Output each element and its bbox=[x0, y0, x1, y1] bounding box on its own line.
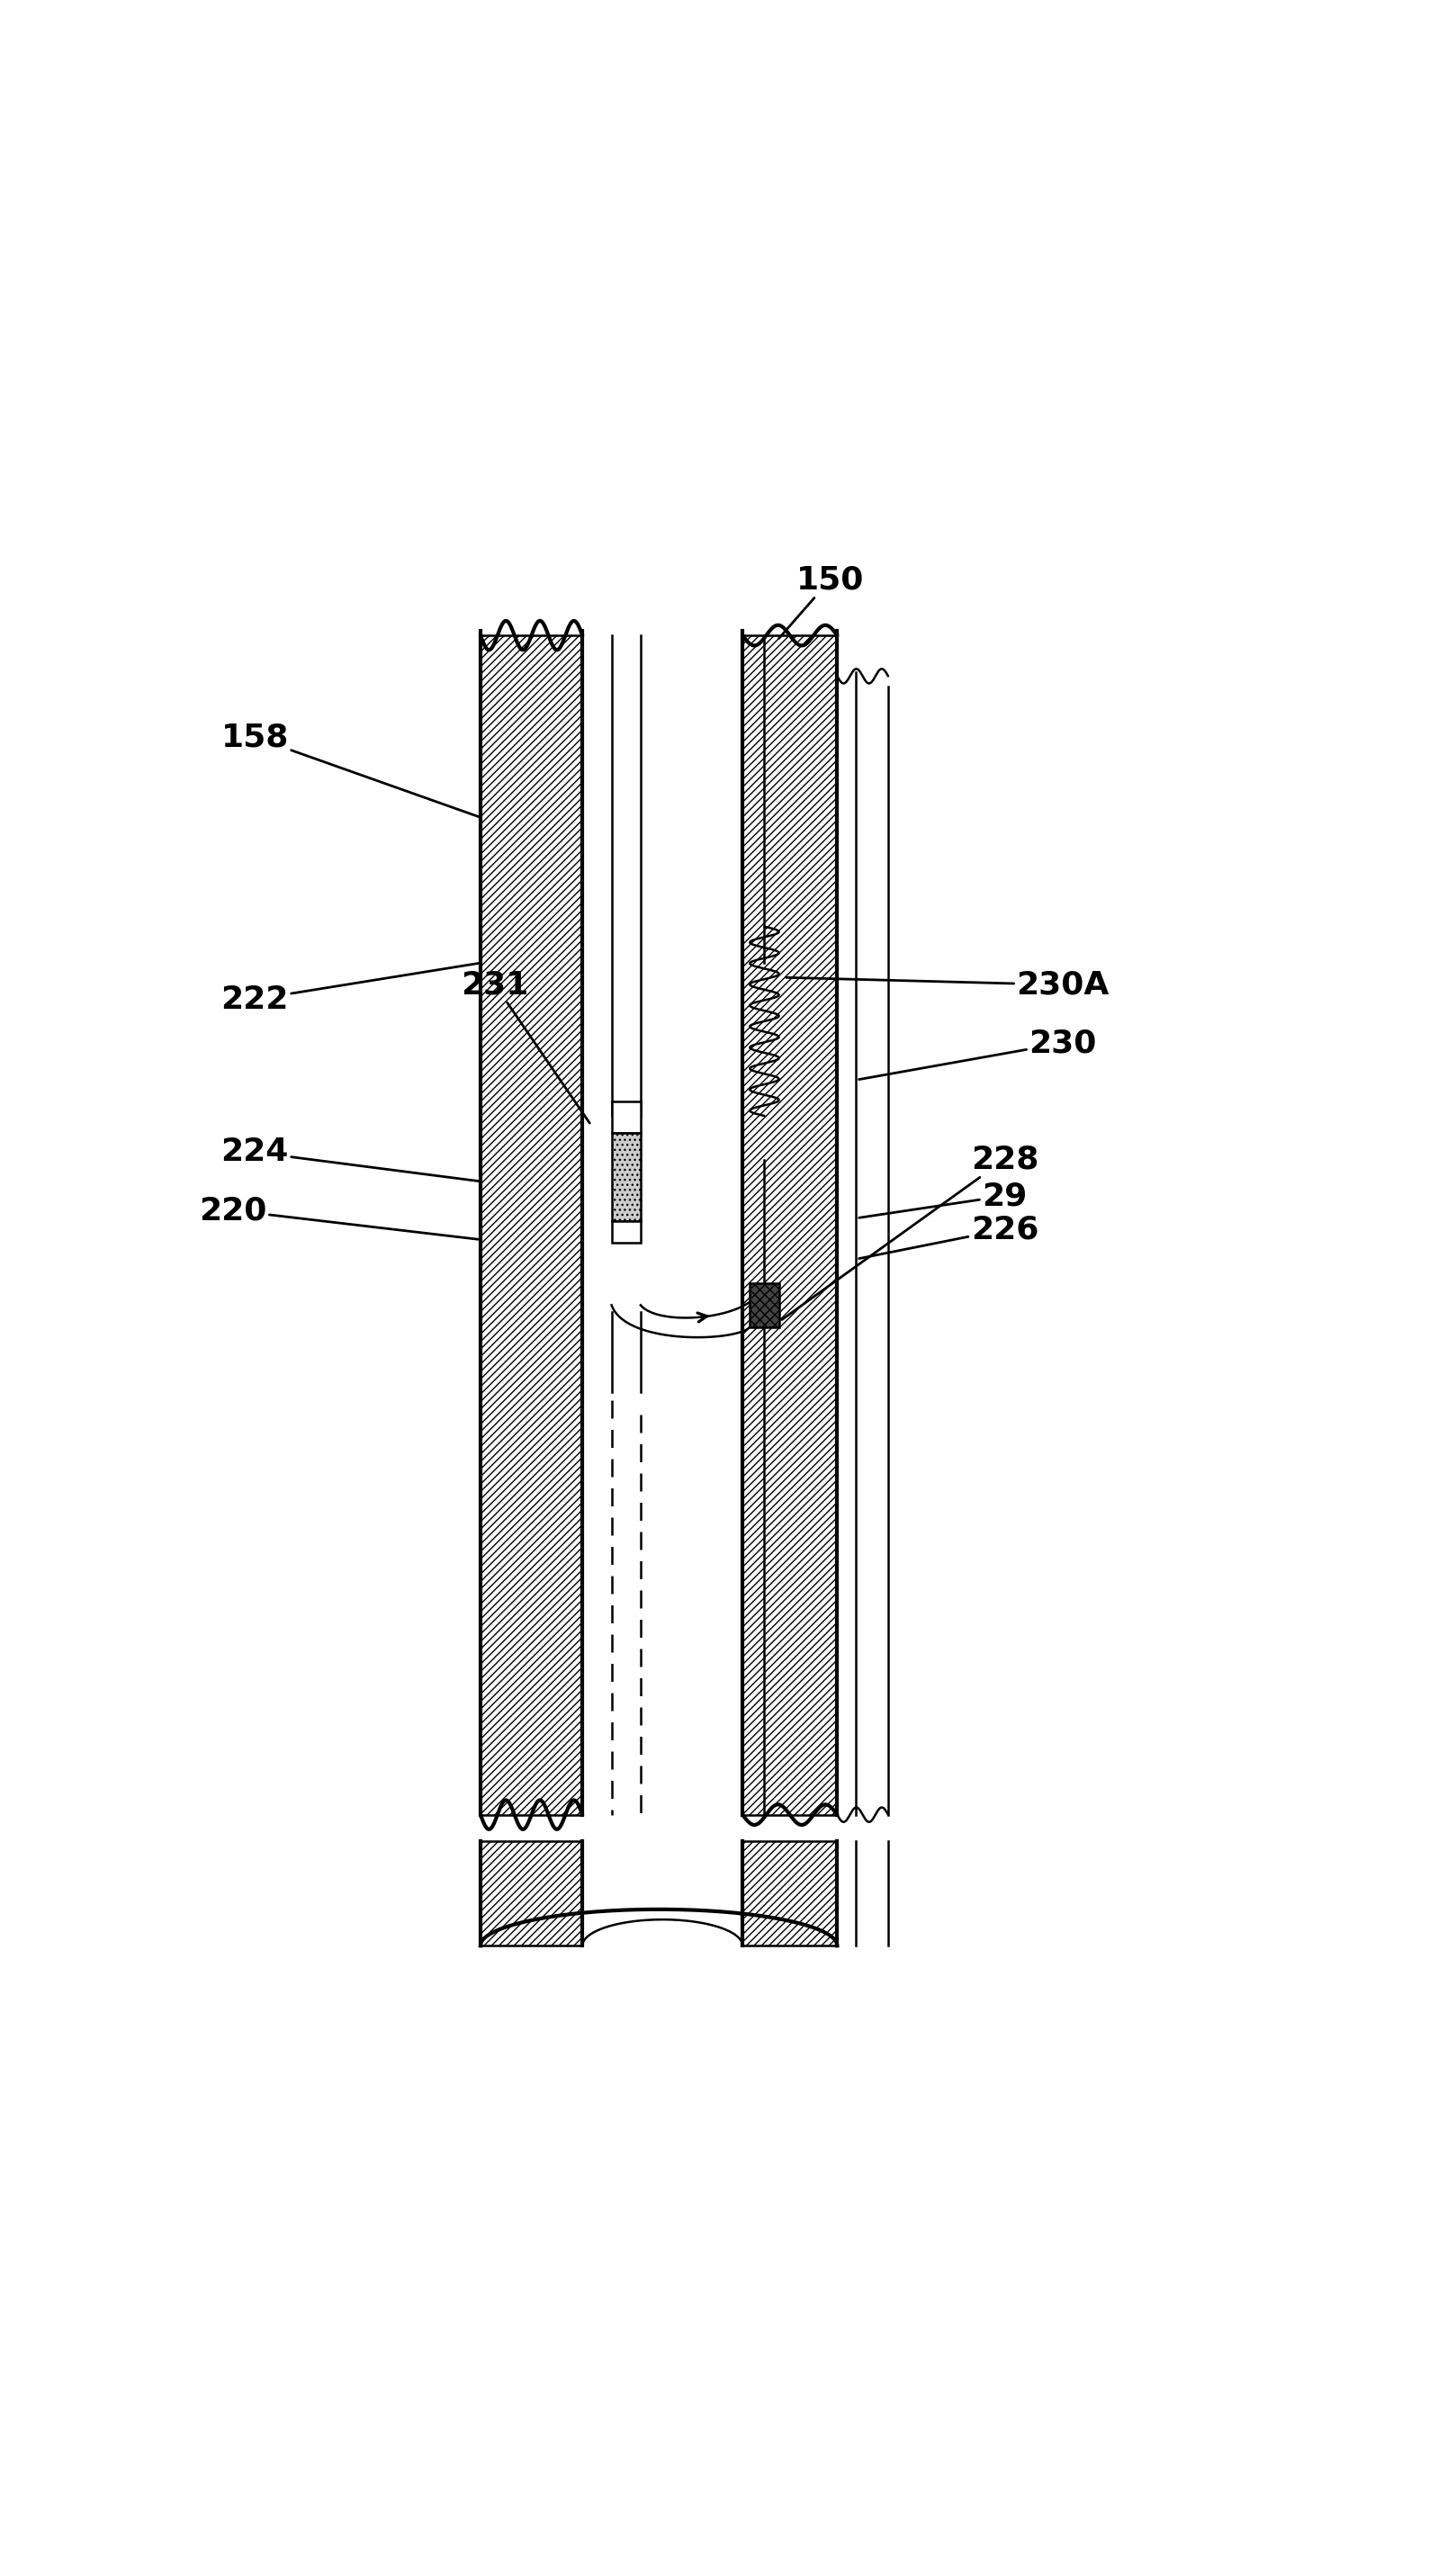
Text: 150: 150 bbox=[779, 564, 863, 638]
Bar bbox=[480, 1840, 582, 1945]
Text: 220: 220 bbox=[199, 1194, 480, 1240]
Text: 224: 224 bbox=[221, 1138, 480, 1182]
Bar bbox=[750, 1284, 779, 1327]
Text: 226: 226 bbox=[859, 1215, 1038, 1258]
Bar bbox=[743, 635, 837, 1814]
Text: 29: 29 bbox=[859, 1182, 1028, 1217]
Text: 230: 230 bbox=[859, 1028, 1096, 1079]
Bar bbox=[612, 1102, 641, 1133]
Bar bbox=[612, 1220, 641, 1243]
Bar bbox=[743, 1840, 837, 1945]
Text: 222: 222 bbox=[221, 962, 480, 1016]
Text: 228: 228 bbox=[782, 1143, 1038, 1319]
Text: 230A: 230A bbox=[786, 970, 1109, 1000]
Text: 158: 158 bbox=[221, 722, 480, 817]
Text: 231: 231 bbox=[462, 970, 590, 1123]
Bar bbox=[480, 635, 582, 1814]
Bar bbox=[612, 1133, 641, 1220]
